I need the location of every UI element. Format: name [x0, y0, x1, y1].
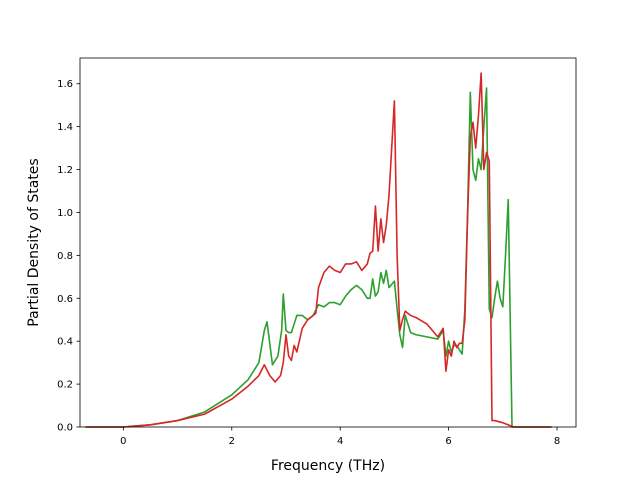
plot-frame [79, 57, 577, 428]
series-layer [85, 72, 552, 428]
x-tick-label: 0 [120, 436, 126, 447]
y-tick-label: 0.0 [57, 423, 73, 434]
series-line-1 [85, 87, 552, 428]
y-tick-label: 0.2 [57, 380, 73, 391]
y-axis-label: Partial Density of States [26, 158, 42, 326]
x-tick-label: 4 [337, 436, 343, 447]
x-axis-ticks: 0 2 4 6 8 [120, 427, 560, 447]
y-tick-label: 0.4 [57, 337, 73, 348]
y-tick-label: 1.0 [57, 208, 73, 219]
x-tick-label: 8 [554, 436, 560, 447]
x-axis-label: Frequency (THz) [271, 458, 385, 474]
y-tick-label: 0.8 [57, 251, 73, 262]
y-tick-label: 1.2 [57, 165, 73, 176]
x-tick-label: 2 [229, 436, 235, 447]
y-tick-label: 0.6 [57, 294, 73, 305]
y-axis-ticks: 0.0 0.2 0.4 0.6 0.8 1.0 1.2 1.4 1.6 [57, 79, 80, 434]
y-tick-label: 1.4 [57, 122, 73, 133]
series-line-2 [85, 72, 552, 428]
x-tick-label: 6 [445, 436, 451, 447]
y-tick-label: 1.6 [57, 79, 73, 90]
